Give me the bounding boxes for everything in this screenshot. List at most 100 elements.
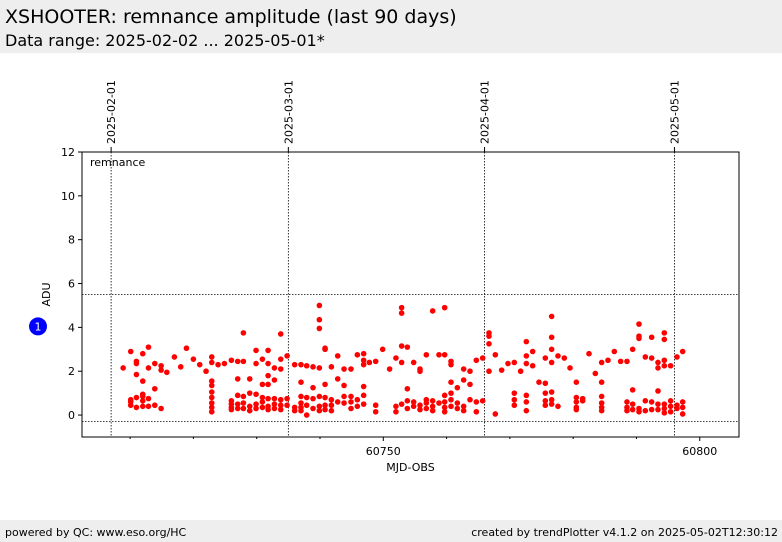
y-tick-label-5: 10 — [61, 190, 75, 203]
data-point-233 — [542, 380, 549, 387]
y-tick-label-3: 6 — [68, 278, 75, 291]
data-point-128 — [334, 353, 341, 359]
data-point-76 — [265, 381, 271, 388]
data-point-39 — [208, 400, 215, 406]
data-point-145 — [360, 383, 367, 390]
data-point-221 — [511, 402, 518, 409]
data-point-90 — [277, 406, 284, 413]
data-point-235 — [542, 398, 549, 404]
data-point-170 — [417, 368, 423, 375]
data-point-17 — [145, 365, 152, 371]
data-point-294 — [661, 362, 668, 369]
data-point-99 — [298, 393, 304, 400]
data-point-60 — [246, 390, 253, 396]
x-tick-label-0: 60750 — [366, 445, 401, 458]
data-point-300 — [667, 403, 674, 410]
data-point-49 — [234, 358, 241, 365]
data-point-264 — [611, 348, 618, 355]
data-point-166 — [410, 359, 417, 366]
data-point-212 — [486, 341, 492, 347]
data-point-305 — [679, 348, 686, 355]
data-point-41 — [208, 408, 215, 415]
data-point-269 — [624, 407, 630, 414]
data-point-129 — [334, 376, 341, 382]
data-point-202 — [467, 368, 473, 375]
data-point-205 — [473, 357, 480, 364]
data-point-224 — [523, 353, 530, 359]
data-point-156 — [393, 408, 399, 415]
marker-label: 1 — [35, 320, 42, 333]
data-point-153 — [386, 366, 393, 372]
data-point-54 — [240, 330, 247, 336]
data-point-35 — [208, 378, 215, 384]
data-point-280 — [642, 398, 649, 404]
data-point-61 — [246, 403, 253, 410]
data-point-308 — [679, 411, 686, 417]
data-point-77 — [265, 395, 271, 402]
data-point-28 — [177, 364, 184, 370]
data-point-123 — [322, 406, 328, 413]
data-point-143 — [360, 357, 367, 364]
data-point-171 — [417, 402, 423, 409]
data-point-71 — [259, 399, 266, 405]
data-point-98 — [298, 379, 304, 385]
data-point-23 — [158, 362, 164, 369]
data-point-198 — [460, 366, 467, 372]
data-point-208 — [479, 355, 486, 361]
data-point-68 — [259, 356, 266, 362]
data-point-165 — [404, 405, 411, 412]
data-point-184 — [441, 351, 448, 358]
data-point-200 — [460, 403, 467, 410]
data-point-147 — [360, 401, 367, 407]
x-tick-label-1: 60800 — [682, 445, 717, 458]
data-point-137 — [348, 399, 354, 405]
data-point-273 — [629, 406, 636, 413]
data-point-284 — [648, 399, 655, 405]
data-point-186 — [441, 399, 448, 405]
data-point-196 — [454, 400, 461, 406]
data-point-293 — [661, 357, 668, 364]
data-point-244 — [555, 353, 561, 359]
data-point-160 — [398, 359, 405, 366]
date-label-0: 2025-02-01 — [105, 80, 118, 144]
data-point-112 — [316, 316, 323, 323]
data-point-64 — [253, 360, 259, 367]
data-point-52 — [234, 401, 241, 407]
data-point-1 — [127, 348, 134, 355]
data-point-91 — [284, 353, 290, 359]
date-markers: 2025-02-01 2025-03-01 2025-04-01 2025-05-01 — [105, 80, 681, 437]
data-point-188 — [441, 408, 448, 415]
data-point-121 — [322, 394, 328, 401]
data-point-241 — [548, 389, 555, 395]
y-tick-label-6: 12 — [61, 146, 75, 159]
data-point-161 — [398, 401, 405, 407]
footer-created-by: created by trendPlotter v4.1.2 on 2025-0… — [471, 526, 778, 539]
data-point-149 — [372, 358, 379, 365]
data-point-182 — [436, 400, 442, 406]
data-point-262 — [598, 407, 605, 414]
data-point-162 — [404, 344, 411, 350]
data-point-139 — [354, 351, 361, 358]
data-point-229 — [529, 348, 536, 355]
data-point-292 — [661, 336, 668, 343]
data-point-246 — [561, 355, 568, 361]
data-point-219 — [511, 390, 518, 396]
data-point-79 — [265, 406, 271, 413]
y-tick-label-2: 4 — [68, 321, 75, 334]
data-point-177 — [429, 308, 436, 314]
data-point-201 — [460, 407, 467, 414]
data-point-240 — [548, 359, 555, 366]
data-point-206 — [473, 399, 480, 405]
data-point-31 — [196, 361, 203, 368]
data-point-245 — [555, 403, 561, 410]
data-point-141 — [354, 403, 361, 410]
data-point-36 — [208, 382, 215, 389]
data-point-265 — [617, 358, 624, 365]
data-point-133 — [341, 393, 347, 400]
data-point-263 — [605, 357, 611, 364]
data-point-227 — [523, 399, 530, 405]
data-point-144 — [360, 361, 367, 368]
data-point-211 — [486, 333, 492, 339]
data-point-178 — [429, 398, 436, 404]
data-point-179 — [429, 403, 436, 410]
